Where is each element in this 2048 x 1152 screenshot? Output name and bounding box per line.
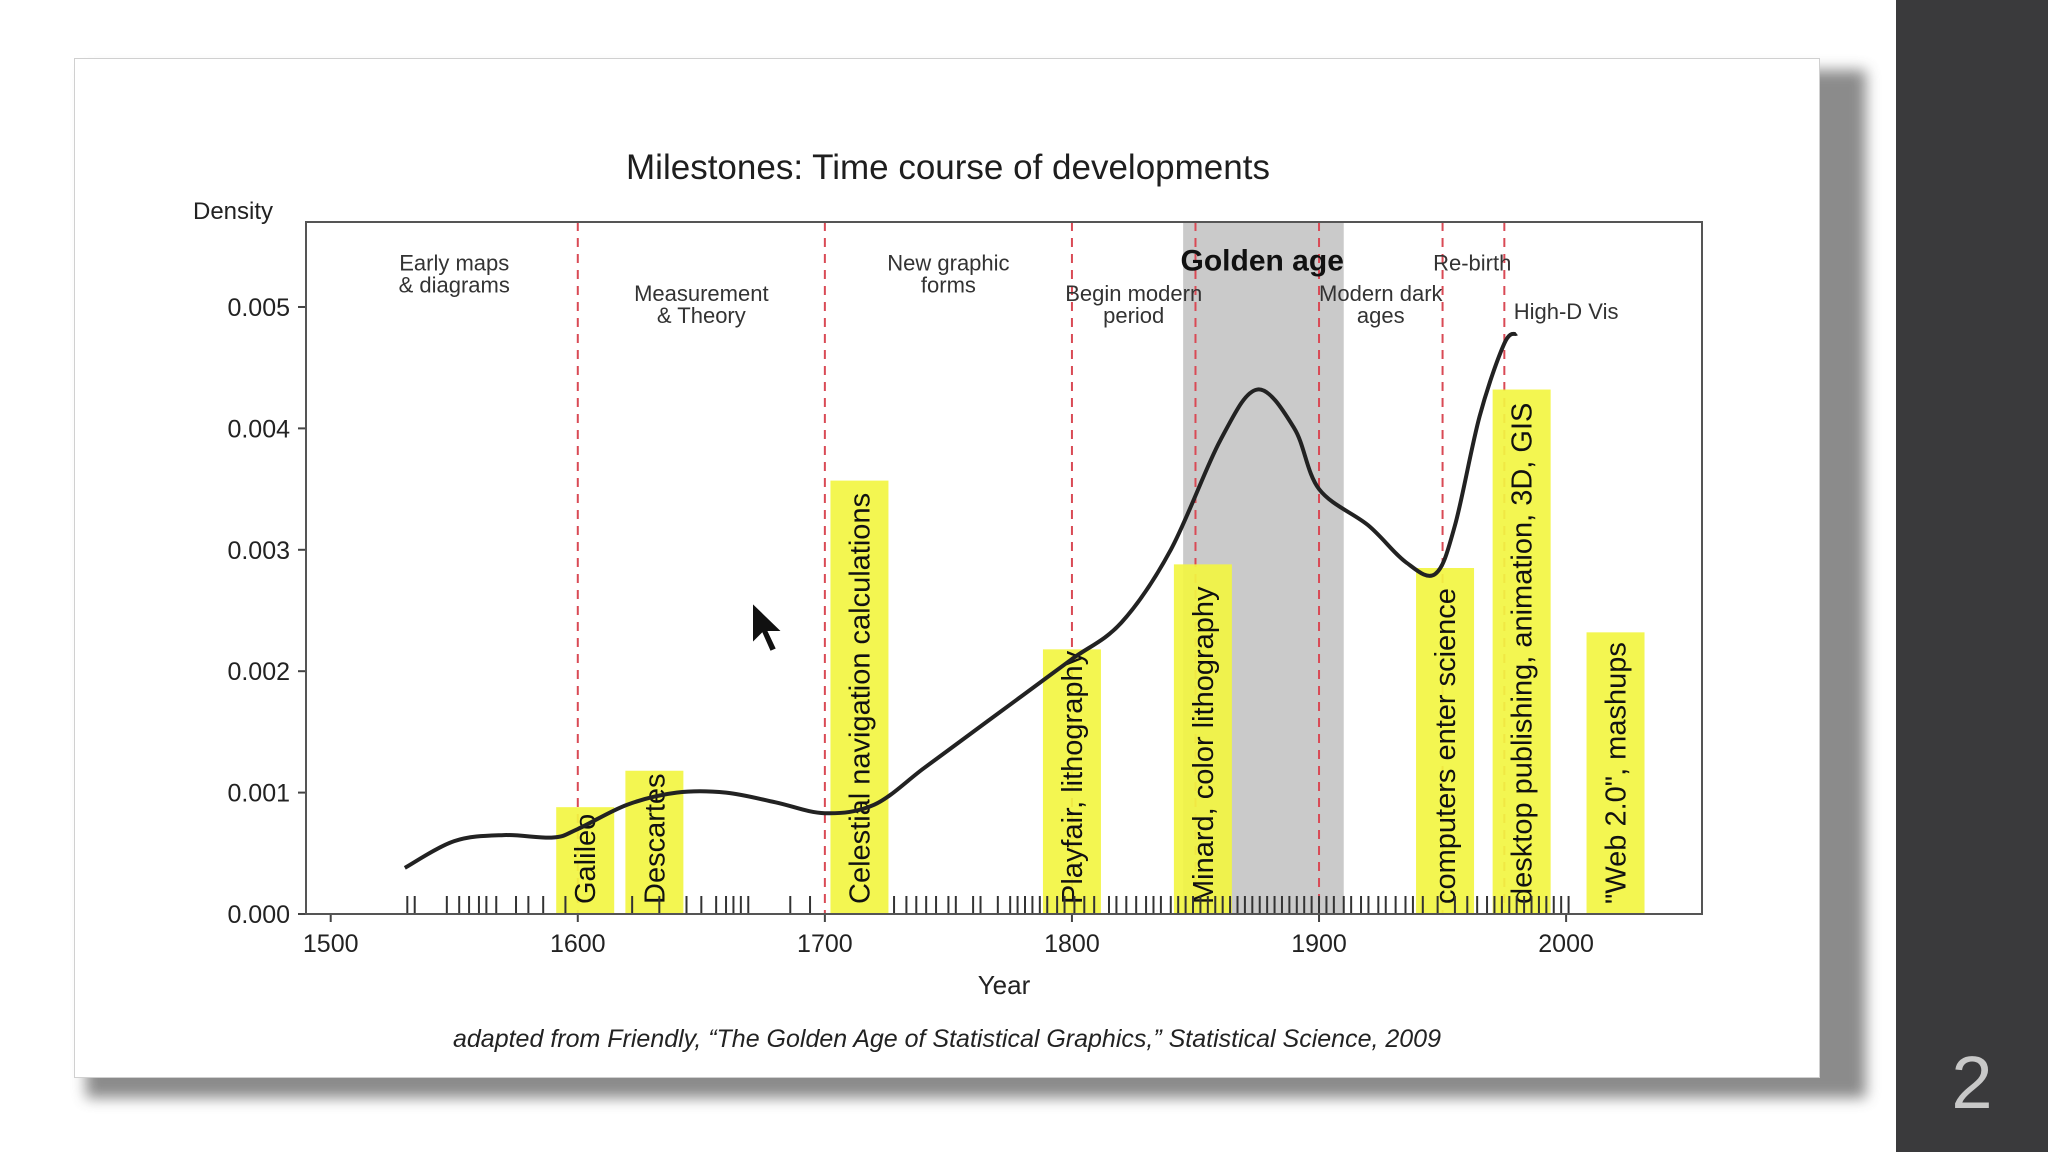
era-label: High-D Vis bbox=[1514, 299, 1619, 324]
era-label-line: Re-birth bbox=[1433, 251, 1511, 276]
milestone-label: computers enter science bbox=[1430, 588, 1462, 904]
milestone-label: "Web 2.0", mashups bbox=[1601, 642, 1633, 904]
era-label-line: period bbox=[1103, 303, 1164, 328]
density-curve bbox=[403, 331, 1518, 870]
milestone-highlight bbox=[1416, 568, 1475, 914]
era-label: Measurement & Theory bbox=[634, 281, 769, 328]
plot-frame bbox=[305, 221, 1703, 915]
milestone-label: Celestial navigation calculations bbox=[844, 493, 876, 904]
y-tick-label: 0.000 bbox=[227, 901, 290, 929]
era-label-line: New graphic bbox=[887, 251, 1009, 276]
milestone-highlight bbox=[1042, 649, 1101, 914]
chart-title: Milestones: Time course of developments bbox=[626, 148, 1270, 187]
era-label: Re-birth bbox=[1433, 251, 1511, 276]
y-axis-label: Density bbox=[193, 198, 273, 225]
era-label: Modern dark ages bbox=[1319, 281, 1444, 328]
x-axis-label: Year bbox=[978, 970, 1031, 1000]
slide-number: 2 bbox=[1951, 1041, 1993, 1124]
era-label-line: Modern dark bbox=[1319, 281, 1444, 306]
milestone-highlight bbox=[1173, 564, 1232, 914]
presentation-sidebar bbox=[1896, 0, 2048, 1152]
milestone-highlight bbox=[1492, 389, 1551, 914]
era-label-line: Measurement bbox=[634, 281, 769, 306]
era-label-line: Early maps bbox=[399, 251, 509, 276]
era-label: Golden age bbox=[1181, 245, 1344, 278]
x-tick-label: 1500 bbox=[303, 930, 359, 958]
mouse-cursor-icon bbox=[751, 600, 786, 654]
y-tick-label: 0.004 bbox=[227, 415, 290, 443]
milestone-label: Playfair, lithography bbox=[1057, 650, 1089, 904]
milestones-chart: Milestones: Time course of developments … bbox=[193, 148, 1703, 1000]
milestone-label: Galileo bbox=[570, 814, 602, 904]
era-label-line: Golden age bbox=[1181, 245, 1344, 278]
y-tick-label: 0.001 bbox=[227, 780, 290, 808]
milestone-label: desktop publishing, animation, 3D, GIS bbox=[1507, 403, 1539, 904]
era-label-line: & diagrams bbox=[399, 273, 510, 298]
x-tick-label: 2000 bbox=[1538, 930, 1594, 958]
source-caption: adapted from Friendly, “The Golden Age o… bbox=[453, 1025, 1441, 1053]
y-tick-label: 0.005 bbox=[227, 294, 290, 322]
x-tick-label: 1800 bbox=[1044, 930, 1100, 958]
y-tick-label: 0.002 bbox=[227, 658, 290, 686]
x-tick-label: 1900 bbox=[1291, 930, 1347, 958]
milestone-label: Minard, color lithography bbox=[1188, 586, 1220, 904]
era-label-line: forms bbox=[921, 273, 976, 298]
era-label: Begin modern period bbox=[1065, 281, 1202, 328]
era-label-line: Begin modern bbox=[1065, 281, 1202, 306]
era-label: New graphic forms bbox=[887, 251, 1009, 298]
era-label-line: ages bbox=[1357, 303, 1405, 328]
slide-card: Milestones: Time course of developments … bbox=[74, 58, 1820, 1078]
milestone-highlight bbox=[830, 480, 889, 914]
era-label: Early maps & diagrams bbox=[399, 251, 510, 298]
x-tick-label: 1600 bbox=[550, 930, 606, 958]
y-tick-label: 0.003 bbox=[227, 537, 290, 565]
era-label-line: & Theory bbox=[657, 303, 746, 328]
era-label-line: High-D Vis bbox=[1514, 299, 1619, 324]
milestone-highlight bbox=[1586, 632, 1645, 914]
x-tick-label: 1700 bbox=[797, 930, 853, 958]
